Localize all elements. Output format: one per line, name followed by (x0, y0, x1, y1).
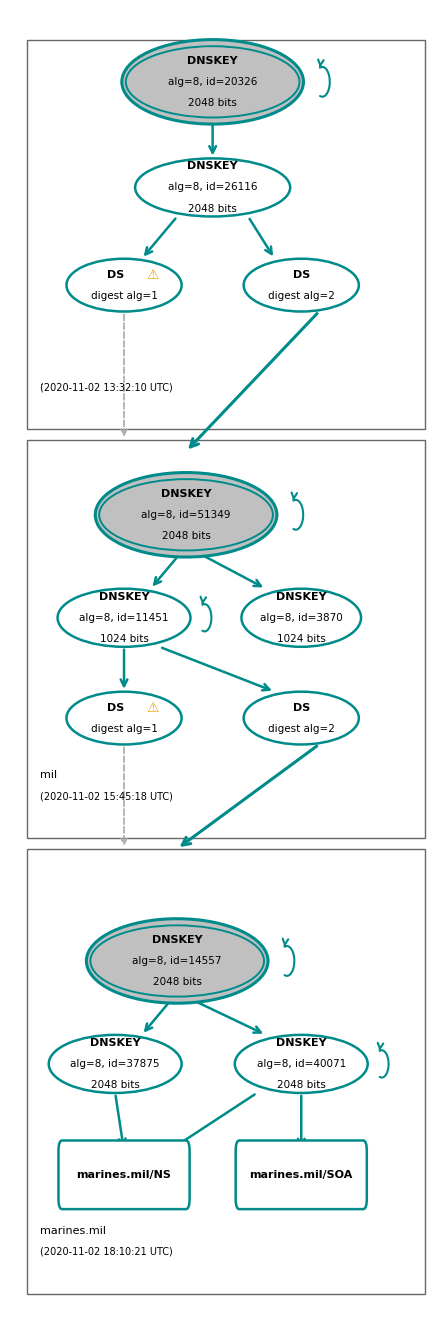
Text: digest alg=1: digest alg=1 (91, 723, 157, 734)
Text: alg=8, id=20326: alg=8, id=20326 (168, 77, 257, 87)
FancyBboxPatch shape (27, 440, 425, 838)
Text: alg=8, id=26116: alg=8, id=26116 (168, 182, 257, 193)
Text: mil: mil (40, 770, 57, 780)
Text: 1024 bits: 1024 bits (277, 634, 326, 644)
Text: DS: DS (107, 269, 124, 280)
Text: DS: DS (293, 702, 310, 713)
FancyBboxPatch shape (236, 1140, 367, 1209)
Ellipse shape (126, 46, 299, 117)
Text: DNSKEY: DNSKEY (276, 591, 326, 602)
Ellipse shape (49, 1035, 182, 1093)
Text: DNSKEY: DNSKEY (187, 55, 238, 66)
Ellipse shape (122, 40, 303, 124)
Ellipse shape (235, 1035, 368, 1093)
Text: (2020-11-02 15:45:18 UTC): (2020-11-02 15:45:18 UTC) (40, 791, 173, 801)
Text: alg=8, id=51349: alg=8, id=51349 (141, 510, 231, 520)
Text: digest alg=1: digest alg=1 (91, 290, 157, 301)
Text: DNSKEY: DNSKEY (187, 161, 238, 172)
Text: (2020-11-02 18:10:21 UTC): (2020-11-02 18:10:21 UTC) (40, 1246, 173, 1257)
Text: marines.mil: marines.mil (40, 1225, 106, 1236)
Ellipse shape (135, 158, 290, 216)
Text: DNSKEY: DNSKEY (161, 488, 211, 499)
Text: 2048 bits: 2048 bits (162, 531, 210, 541)
Text: 2048 bits: 2048 bits (91, 1080, 140, 1090)
Text: alg=8, id=40071: alg=8, id=40071 (256, 1059, 346, 1069)
Ellipse shape (244, 692, 359, 744)
Text: DNSKEY: DNSKEY (152, 935, 202, 945)
Text: DNSKEY: DNSKEY (99, 591, 149, 602)
Text: DNSKEY: DNSKEY (276, 1038, 326, 1048)
FancyBboxPatch shape (58, 1140, 190, 1209)
Ellipse shape (95, 473, 277, 557)
Ellipse shape (244, 259, 359, 312)
Text: marines.mil/NS: marines.mil/NS (77, 1170, 171, 1180)
Text: .: . (40, 376, 43, 387)
Ellipse shape (99, 479, 273, 550)
Text: DS: DS (107, 702, 124, 713)
Text: digest alg=2: digest alg=2 (268, 723, 334, 734)
Text: 1024 bits: 1024 bits (100, 634, 148, 644)
Ellipse shape (66, 692, 182, 744)
Text: alg=8, id=11451: alg=8, id=11451 (79, 612, 169, 623)
Text: DNSKEY: DNSKEY (90, 1038, 140, 1048)
Text: alg=8, id=37875: alg=8, id=37875 (70, 1059, 160, 1069)
Text: ⚠: ⚠ (147, 701, 159, 714)
Ellipse shape (86, 919, 268, 1003)
Ellipse shape (66, 259, 182, 312)
Text: alg=8, id=14557: alg=8, id=14557 (132, 956, 222, 966)
Text: 2048 bits: 2048 bits (277, 1080, 326, 1090)
FancyBboxPatch shape (27, 40, 425, 429)
Text: 2048 bits: 2048 bits (188, 203, 237, 214)
Text: DS: DS (293, 269, 310, 280)
Text: marines.mil/SOA: marines.mil/SOA (249, 1170, 353, 1180)
Ellipse shape (58, 589, 190, 647)
Text: alg=8, id=3870: alg=8, id=3870 (260, 612, 342, 623)
Text: digest alg=2: digest alg=2 (268, 290, 334, 301)
FancyBboxPatch shape (27, 849, 425, 1294)
Ellipse shape (241, 589, 361, 647)
Text: 2048 bits: 2048 bits (188, 98, 237, 108)
Text: ⚠: ⚠ (147, 268, 159, 281)
Text: 2048 bits: 2048 bits (153, 977, 202, 987)
Text: (2020-11-02 13:32:10 UTC): (2020-11-02 13:32:10 UTC) (40, 381, 173, 392)
Ellipse shape (90, 925, 264, 997)
